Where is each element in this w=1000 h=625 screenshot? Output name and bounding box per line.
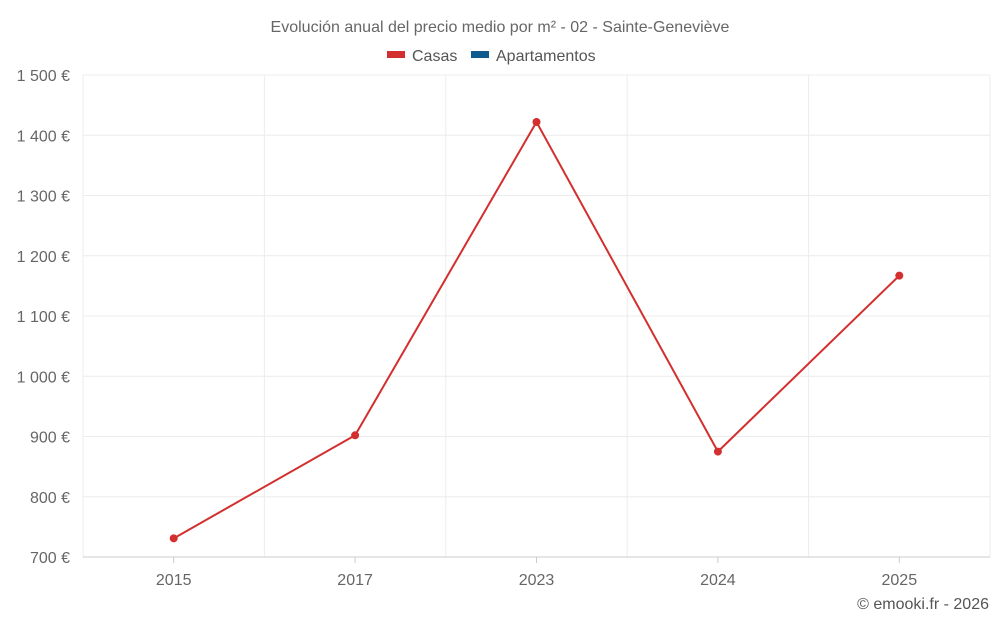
y-tick-label: 800 €	[30, 490, 70, 507]
chart-title: Evolución anual del precio medio por m² …	[271, 19, 730, 36]
x-tick-label: 2023	[519, 572, 555, 589]
y-tick-label: 1 000 €	[17, 369, 70, 386]
grid	[82, 74, 991, 557]
data-point[interactable]	[895, 271, 904, 280]
credit-text: © emooki.fr - 2026	[857, 596, 989, 613]
data-point[interactable]	[532, 117, 541, 126]
series-line	[173, 119, 900, 540]
y-tick-label: 1 200 €	[17, 249, 70, 266]
axes: 700 € 800 € 900 € 1 000 € 1 100 € 1 200 € 1 30…	[17, 68, 990, 589]
y-tick-label: 700 €	[30, 550, 70, 567]
series-casas	[169, 117, 904, 543]
y-tick-label: 1 500 €	[17, 68, 70, 85]
data-point[interactable]	[169, 534, 178, 543]
data-point[interactable]	[713, 447, 722, 456]
x-tick-label: 2017	[337, 572, 373, 589]
x-tick-label: 2015	[156, 572, 192, 589]
y-tick-label: 1 100 €	[17, 309, 70, 326]
legend-label-apartamentos[interactable]: Apartamentos	[496, 48, 596, 65]
y-tick-label: 1 400 €	[17, 128, 70, 145]
y-tick-label: 900 €	[30, 430, 70, 447]
data-point[interactable]	[351, 431, 360, 440]
x-tick-label: 2024	[700, 572, 736, 589]
y-tick-label: 1 300 €	[17, 189, 70, 206]
legend-swatch-apartamentos	[471, 51, 489, 58]
legend-swatch-casas	[387, 51, 405, 58]
x-tick-label: 2025	[882, 572, 918, 589]
legend: Casas Apartamentos	[387, 48, 596, 65]
legend-label-casas[interactable]: Casas	[412, 48, 457, 65]
